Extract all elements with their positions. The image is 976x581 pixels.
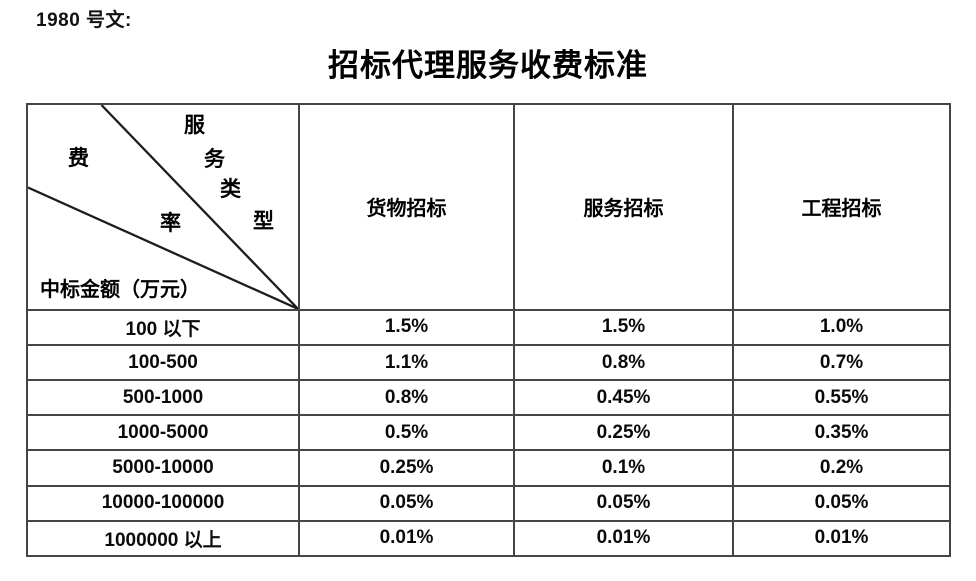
rate-cell: 0.05% xyxy=(513,484,734,522)
table-corner-cell: 服 务 类 型 费 率 中标金额（万元） xyxy=(26,103,300,311)
rate-cell: 0.8% xyxy=(513,344,734,382)
column-header-works-bidding: 工程招标 xyxy=(732,103,951,311)
table-row: 10000-100000 0.05% 0.05% 0.05% xyxy=(26,484,951,522)
table-row: 100-500 1.1% 0.8% 0.7% xyxy=(26,344,951,382)
rate-cell: 1.5% xyxy=(298,308,515,347)
amount-range-cell: 1000000 以上 xyxy=(26,519,300,558)
corner-service-type-char-1: 服 xyxy=(184,113,205,137)
rate-cell: 1.5% xyxy=(513,308,734,347)
rate-cell: 0.5% xyxy=(298,414,515,452)
table-row: 100 以下 1.5% 1.5% 1.0% xyxy=(26,308,951,347)
rate-cell: 0.05% xyxy=(732,484,951,522)
column-header-services-bidding: 服务招标 xyxy=(513,103,734,311)
rate-cell: 0.25% xyxy=(513,414,734,452)
amount-range-cell: 1000-5000 xyxy=(26,414,300,452)
doc-ref: 1980 号文: xyxy=(36,10,132,31)
rate-cell: 0.1% xyxy=(513,449,734,487)
rate-cell: 1.1% xyxy=(298,344,515,382)
rate-cell: 0.01% xyxy=(298,519,515,558)
amount-range-cell: 100-500 xyxy=(26,344,300,382)
rate-cell: 0.55% xyxy=(732,379,951,417)
rate-cell: 0.35% xyxy=(732,414,951,452)
corner-bid-amount-label: 中标金额（万元） xyxy=(40,278,200,301)
amount-range-cell: 500-1000 xyxy=(26,379,300,417)
table-header-row: 服 务 类 型 费 率 中标金额（万元） 货物招标 服务招标 工程招标 xyxy=(26,103,951,311)
table-row: 1000000 以上 0.01% 0.01% 0.01% xyxy=(26,519,951,558)
rate-cell: 1.0% xyxy=(732,308,951,347)
rate-cell: 0.7% xyxy=(732,344,951,382)
rate-cell: 0.25% xyxy=(298,449,515,487)
amount-range-cell: 10000-100000 xyxy=(26,484,300,522)
column-header-goods-bidding: 货物招标 xyxy=(298,103,515,311)
diagonal-divider-lines xyxy=(29,105,297,308)
fee-table: 服 务 类 型 费 率 中标金额（万元） 货物招标 服务招标 工程招标 100 … xyxy=(26,103,951,558)
rate-cell: 0.8% xyxy=(298,379,515,417)
corner-service-type-char-3: 类 xyxy=(220,177,241,201)
corner-fee-rate-char-2: 率 xyxy=(160,211,181,235)
table-row: 500-1000 0.8% 0.45% 0.55% xyxy=(26,379,951,417)
page-title: 招标代理服务收费标准 xyxy=(328,48,648,83)
rate-cell: 0.01% xyxy=(732,519,951,558)
table-row: 5000-10000 0.25% 0.1% 0.2% xyxy=(26,449,951,487)
rate-cell: 0.05% xyxy=(298,484,515,522)
amount-range-cell: 5000-10000 xyxy=(26,449,300,487)
corner-service-type-char-4: 型 xyxy=(253,209,274,233)
corner-fee-rate-char-1: 费 xyxy=(68,146,89,170)
rate-cell: 0.2% xyxy=(732,449,951,487)
table-row: 1000-5000 0.5% 0.25% 0.35% xyxy=(26,414,951,452)
rate-cell: 0.01% xyxy=(513,519,734,558)
corner-service-type-char-2: 务 xyxy=(204,147,225,171)
rate-cell: 0.45% xyxy=(513,379,734,417)
amount-range-cell: 100 以下 xyxy=(26,308,300,347)
